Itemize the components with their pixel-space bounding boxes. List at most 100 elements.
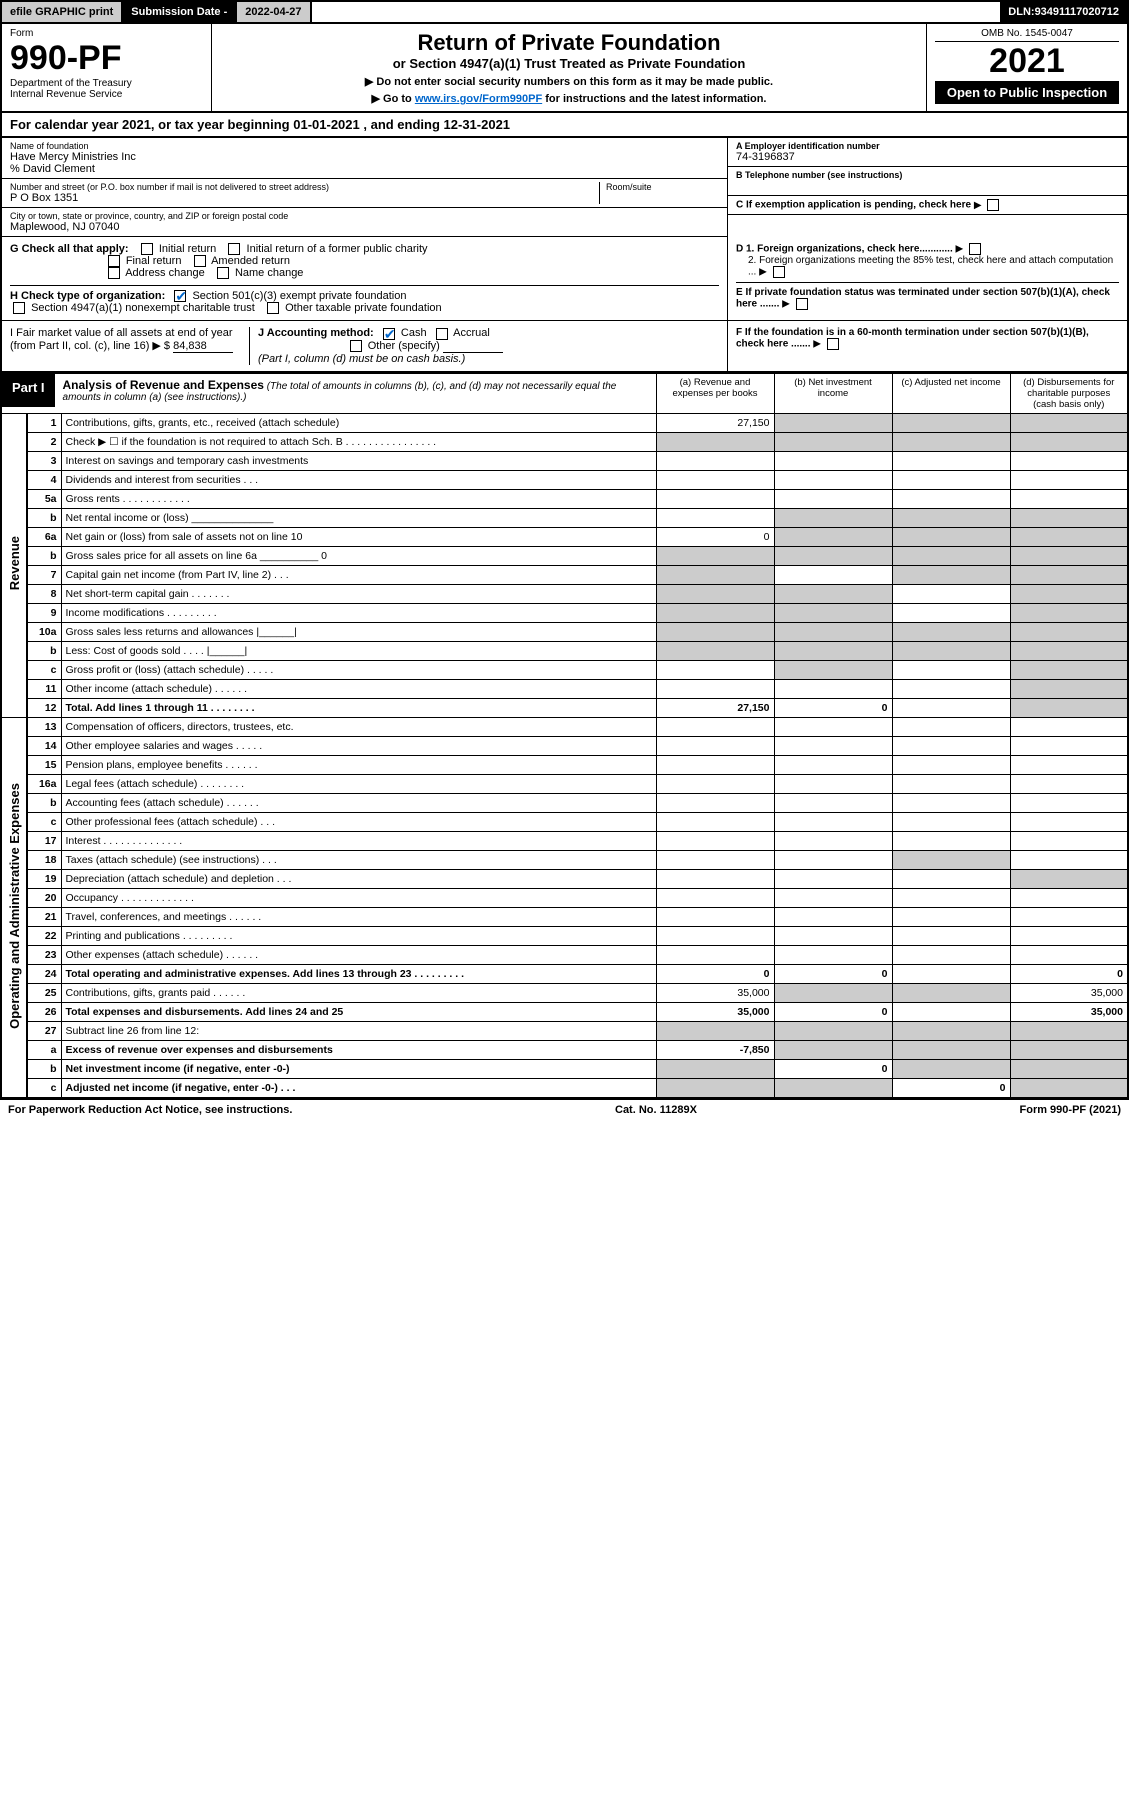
address-row: Number and street (or P.O. box number if… [2,179,727,208]
table-row: 22Printing and publications . . . . . . … [1,926,1128,945]
amount-cell [656,603,774,622]
g-address-change-checkbox[interactable] [108,267,120,279]
street-address: P O Box 1351 [10,192,599,204]
header-center: Return of Private Foundation or Section … [212,24,927,111]
amount-cell [892,489,1010,508]
f-label: F If the foundation is in a 60-month ter… [736,327,1089,350]
c-label: C If exemption application is pending, c… [736,200,971,211]
line-number: 17 [27,831,61,850]
table-row: 2Check ▶ ☐ if the foundation is not requ… [1,432,1128,451]
amount-cell [892,641,1010,660]
section-i-j-f: I Fair market value of all assets at end… [0,321,1129,372]
line-number: 15 [27,755,61,774]
f-checkbox[interactable] [827,338,839,350]
amount-cell [774,527,892,546]
g-initial-return-checkbox[interactable] [141,243,153,255]
g-final-return-checkbox[interactable] [108,255,120,267]
amount-cell [892,964,1010,983]
amount-cell [892,470,1010,489]
city-cell: City or town, state or province, country… [2,208,727,237]
col-c-header: (c) Adjusted net income [892,373,1010,413]
irs-link[interactable]: www.irs.gov/Form990PF [415,93,542,105]
line-description: Contributions, gifts, grants paid . . . … [61,983,656,1002]
calyear-begin: 01-01-2021 [293,117,360,132]
amount-cell [774,470,892,489]
line-description: Legal fees (attach schedule) . . . . . .… [61,774,656,793]
amount-cell [774,508,892,527]
amount-cell [774,736,892,755]
amount-cell [656,432,774,451]
amount-cell [892,413,1010,432]
amount-cell [1010,793,1128,812]
amount-cell [774,660,892,679]
amount-cell: 35,000 [656,983,774,1002]
amount-cell [1010,1059,1128,1078]
amount-cell [1010,888,1128,907]
line-number: 3 [27,451,61,470]
amount-cell [774,622,892,641]
h-opt-1: Section 501(c)(3) exempt private foundat… [192,290,406,302]
g-initial-former-checkbox[interactable] [228,243,240,255]
amount-cell: 27,150 [656,698,774,717]
line-description: Dividends and interest from securities .… [61,470,656,489]
amount-cell [774,603,892,622]
amount-cell [1010,565,1128,584]
col-d-header: (d) Disbursements for charitable purpose… [1010,373,1128,413]
line-description: Pension plans, employee benefits . . . .… [61,755,656,774]
table-row: 20Occupancy . . . . . . . . . . . . . [1,888,1128,907]
c-checkbox[interactable] [987,199,999,211]
page-footer: For Paperwork Reduction Act Notice, see … [0,1099,1129,1120]
e-label: E If private foundation status was termi… [736,287,1110,310]
d2-checkbox[interactable] [773,266,785,278]
line-description: Excess of revenue over expenses and disb… [61,1040,656,1059]
amount-cell [892,926,1010,945]
section-side-label: Revenue [1,413,27,717]
h-other-checkbox[interactable] [267,302,279,314]
dln-cell: DLN: 93491117020712 [1000,2,1127,22]
amount-cell [1010,584,1128,603]
amount-cell [1010,1021,1128,1040]
j-other: Other (specify) [368,340,440,352]
amount-cell: 35,000 [1010,1002,1128,1021]
amount-cell [892,698,1010,717]
amount-cell [892,850,1010,869]
amount-cell [892,584,1010,603]
g-opt-1: Initial return of a former public charit… [247,243,428,255]
e-checkbox[interactable] [796,298,808,310]
line-number: 18 [27,850,61,869]
line-number: 22 [27,926,61,945]
h-501c3-checkbox[interactable] [174,290,186,302]
amount-cell [656,470,774,489]
g-amended-checkbox[interactable] [194,255,206,267]
top-bar: efile GRAPHIC print Submission Date - 20… [0,0,1129,24]
amount-cell [1010,641,1128,660]
amount-cell [656,945,774,964]
amount-cell [774,584,892,603]
amount-cell [1010,527,1128,546]
submission-date-label: Submission Date - [123,2,237,22]
amount-cell: 0 [774,1002,892,1021]
d1-label: D 1. Foreign organizations, check here..… [736,244,953,255]
dln-value: 93491117020712 [1035,6,1119,18]
table-row: 23Other expenses (attach schedule) . . .… [1,945,1128,964]
amount-cell [774,774,892,793]
amount-cell [892,983,1010,1002]
h-4947-checkbox[interactable] [13,302,25,314]
part-1-desc: Analysis of Revenue and Expenses (The to… [55,374,656,407]
efile-label[interactable]: efile GRAPHIC print [2,2,123,22]
g-opt-0: Initial return [159,243,216,255]
j-accrual-checkbox[interactable] [436,328,448,340]
calendar-year-row: For calendar year 2021, or tax year begi… [0,113,1129,138]
line-number: 12 [27,698,61,717]
amount-cell [656,641,774,660]
j-other-checkbox[interactable] [350,340,362,352]
amount-cell [892,603,1010,622]
line-number: 8 [27,584,61,603]
table-row: cGross profit or (loss) (attach schedule… [1,660,1128,679]
g-name-change-checkbox[interactable] [217,267,229,279]
table-row: bGross sales price for all assets on lin… [1,546,1128,565]
d1-checkbox[interactable] [969,243,981,255]
amount-cell [1010,755,1128,774]
amount-cell [774,888,892,907]
j-cash-checkbox[interactable] [383,328,395,340]
